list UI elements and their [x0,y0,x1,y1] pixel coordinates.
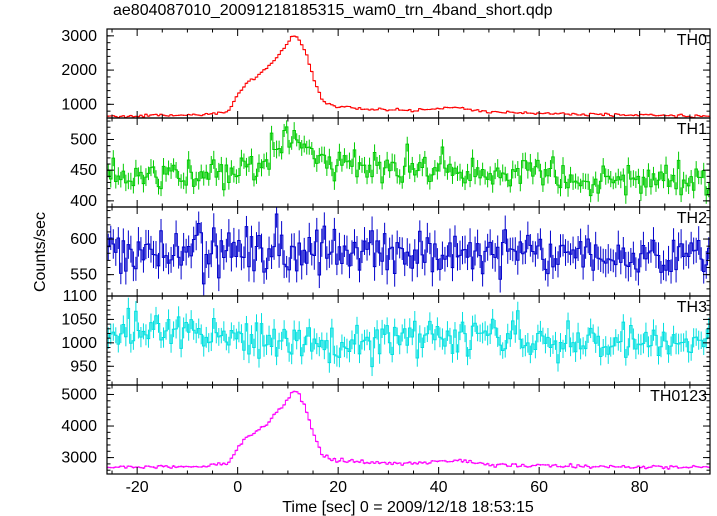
series-line [107,307,710,368]
series-th0 [107,35,710,118]
x-tick-label: 40 [430,479,448,496]
panel-th3: 950 1000 1050 1100 TH3 [61,288,711,386]
series-line [107,126,710,197]
series-th2 [107,207,710,296]
panel-label: TH0123 [650,388,707,405]
x-tick-label: 0 [233,479,242,496]
y-tick-label: 2000 [61,62,97,79]
panel-frame [106,384,711,475]
x-tick-label: 60 [530,479,548,496]
y-axis-label: Counts/sec [32,212,49,292]
y-tick-label: 1000 [61,335,97,352]
x-tick-label: 20 [329,479,347,496]
panel-label: TH3 [677,299,707,316]
panel-th2: 550 600 TH2 [70,206,711,297]
x-tick-label: 80 [631,479,649,496]
panel-frame [106,28,711,119]
y-tick-label: 400 [70,193,97,210]
y-tick-label: 5000 [61,386,97,403]
y-tick-label: 550 [70,267,97,284]
y-tick-label: 1100 [63,288,98,305]
y-tick-label: 950 [70,358,97,375]
chart-title: ae804087010_20091218185315_wam0_trn_4ban… [113,2,553,19]
series-th0123 [107,390,710,470]
series-line [107,35,710,118]
y-tick-label: 1050 [61,311,97,328]
y-tick-label: 3000 [61,28,97,45]
y-tick-label: 1000 [61,96,97,113]
y-tick-label: 600 [70,231,97,248]
y-tick-label: 450 [70,162,97,179]
x-axis-label: Time [sec] 0 = 2009/12/18 18:53:15 [282,499,534,516]
panel-th0: 1000 2000 3000 TH0 [61,28,711,119]
panel-label: TH1 [677,121,707,138]
y-tick-label: 500 [70,131,97,148]
panel-th0123: 3000 4000 5000 TH0123 [61,384,711,475]
y-tick-label: 4000 [61,418,97,435]
x-tick-label: -20 [126,479,149,496]
panel-label: TH0 [677,32,707,49]
panel-th1: 400 450 500 TH1 [70,117,711,210]
series-th3 [107,297,710,377]
series-th1 [107,120,710,204]
series-line [107,213,710,285]
panel-label: TH2 [677,210,707,227]
y-tick-label: 3000 [61,450,97,467]
series-line [107,390,710,470]
